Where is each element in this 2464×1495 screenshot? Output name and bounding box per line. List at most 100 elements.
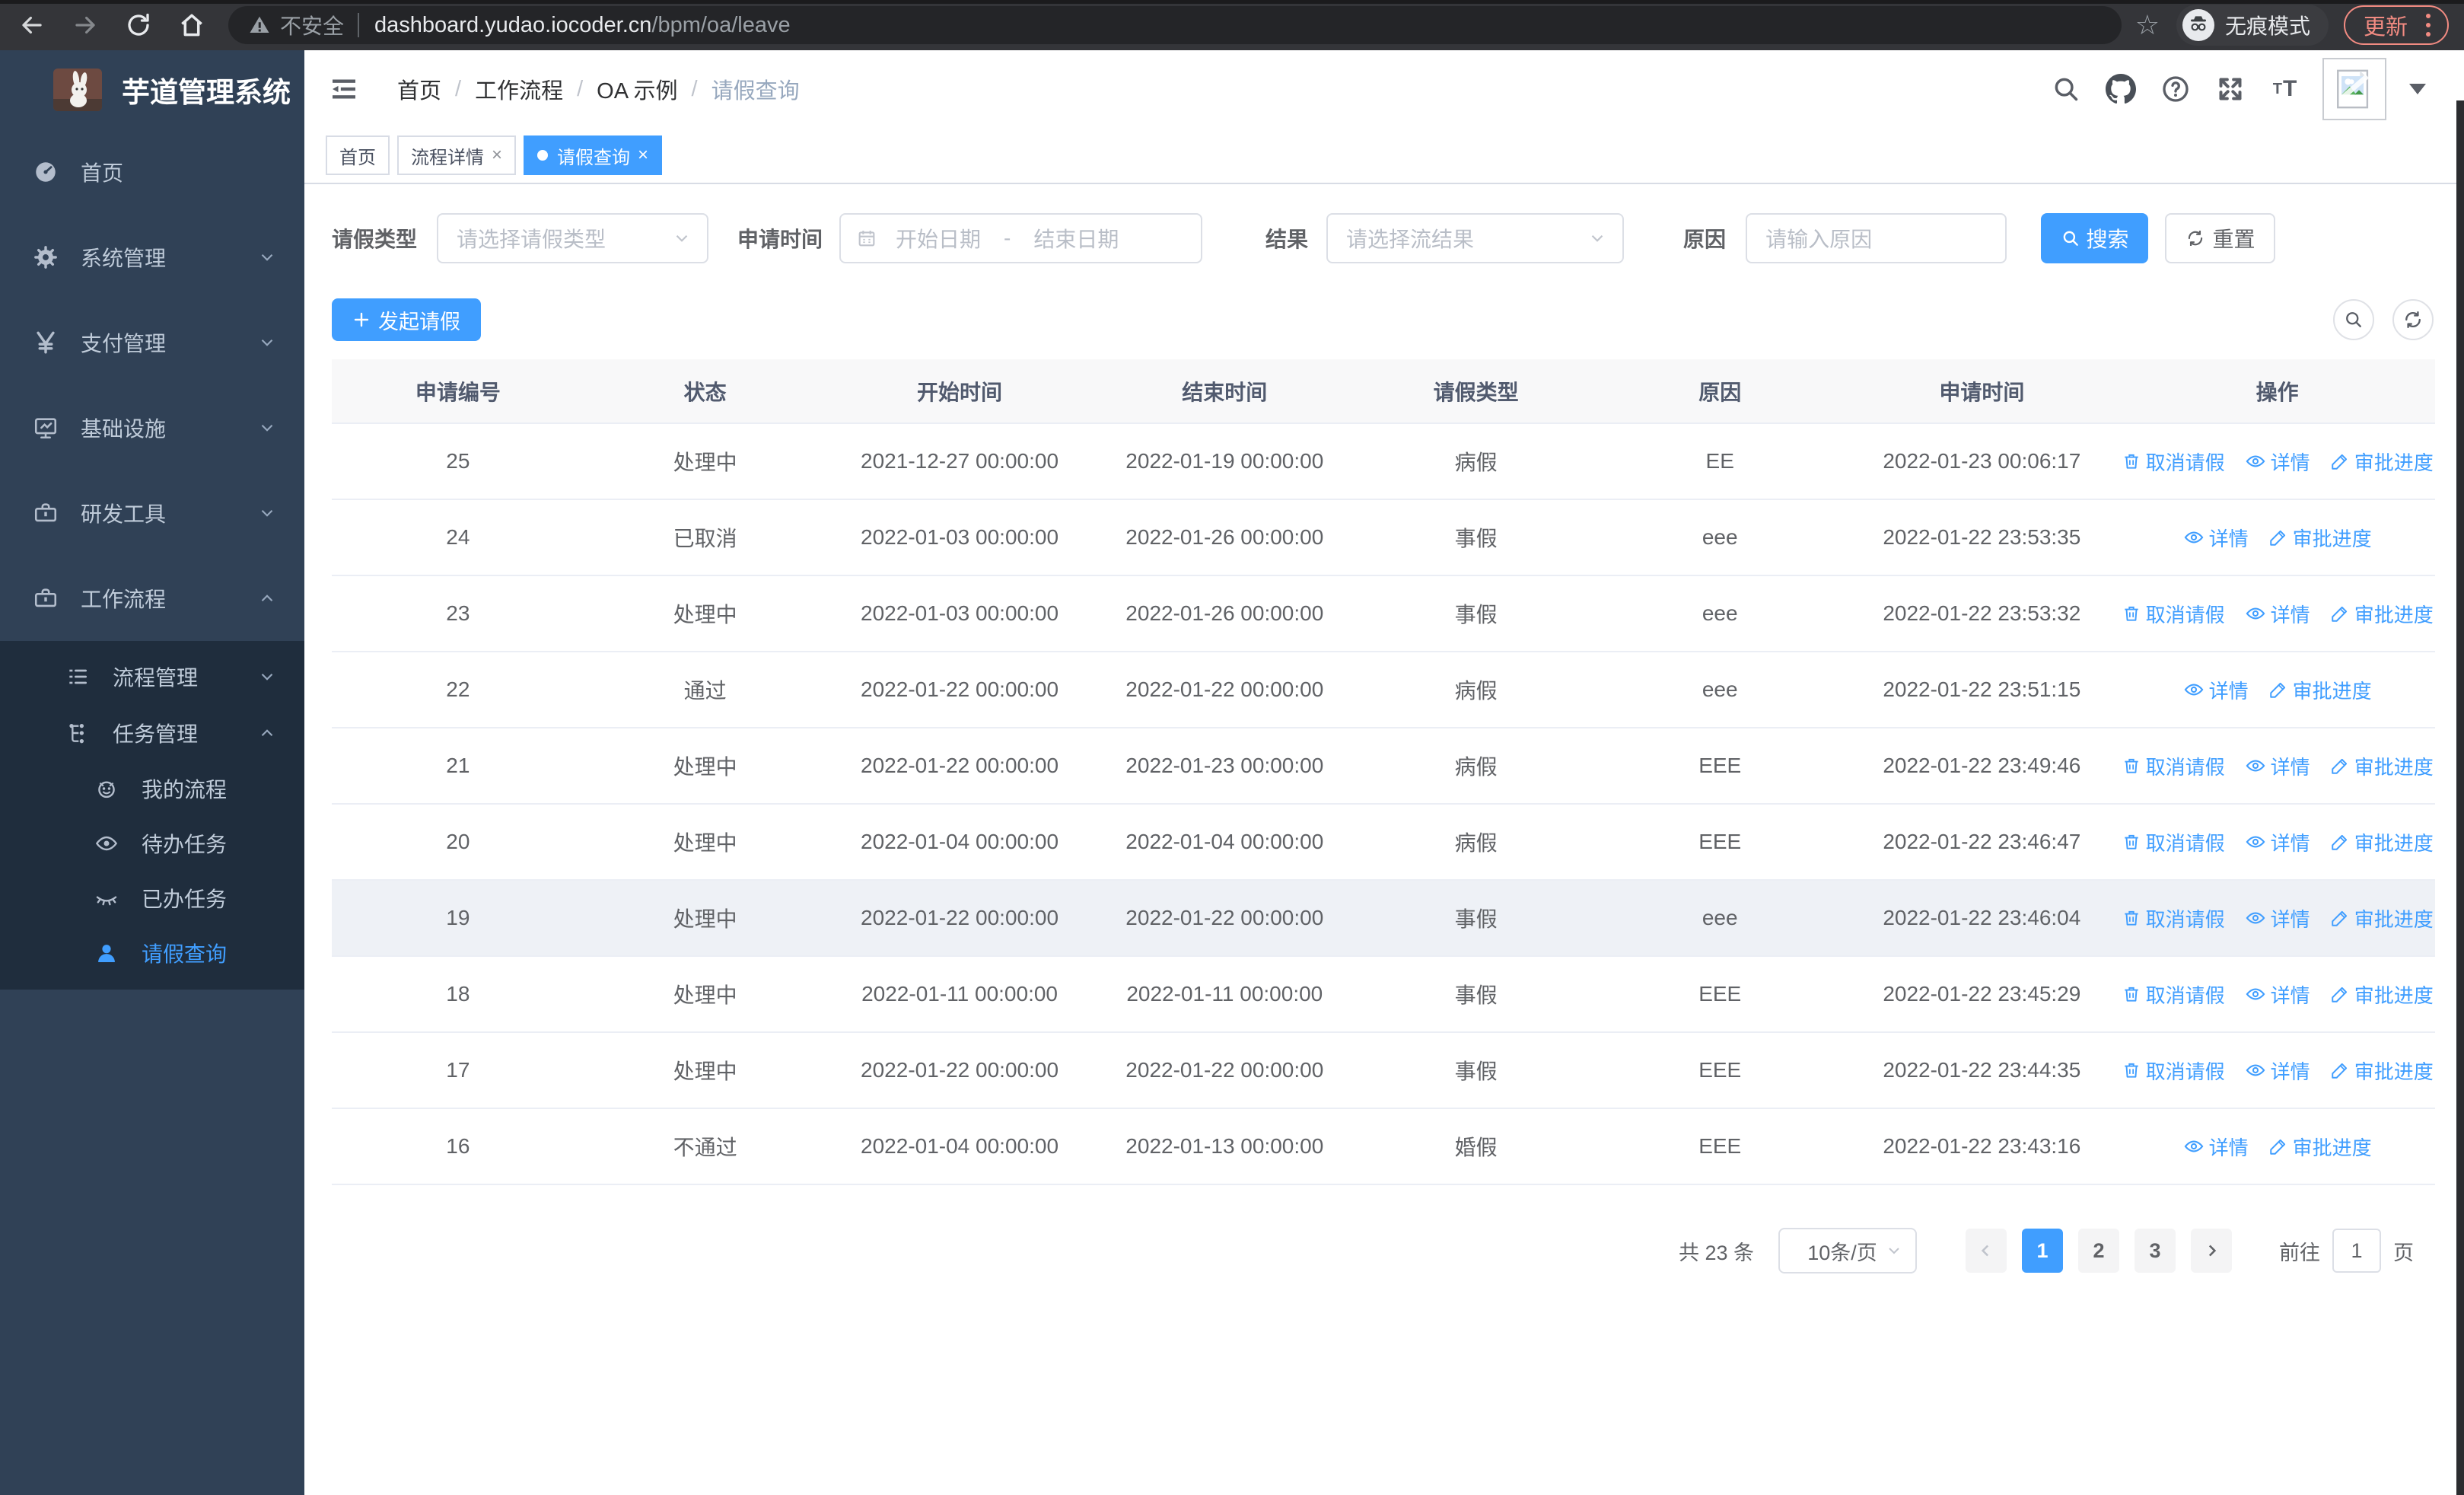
cancel-leave-link[interactable]: 取消请假 [2122,752,2225,780]
sidebar-logo[interactable]: 芋道管理系统 [0,50,304,129]
page-size-select[interactable]: 10条/页 [1778,1228,1917,1273]
table-row: 16 不通过 2022-01-04 00:00:00 2022-01-13 00:00… [332,1108,2435,1185]
sidebar-item-dev-tools[interactable]: 研发工具 [0,470,304,556]
sidebar-item-system[interactable]: 系统管理 [0,215,304,300]
detail-link[interactable]: 详情 [2245,828,2310,856]
col-header-actions: 操作 [2119,359,2435,424]
sidebar-item-done-tasks[interactable]: 已办任务 [0,871,304,926]
close-icon[interactable]: × [638,145,649,165]
list-icon [62,665,93,689]
cancel-leave-link[interactable]: 取消请假 [2122,828,2225,856]
leave-type-select[interactable]: 请选择请假类型 [437,213,709,263]
detail-link[interactable]: 详情 [2245,980,2310,1009]
approval-progress-link[interactable]: 审批进度 [2330,904,2434,932]
address-bar[interactable]: 不安全 dashboard.yudao.iocoder.cn/bpm/oa/le… [228,6,2122,44]
table-row: 17 处理中 2022-01-22 00:00:00 2022-01-22 00:00… [332,1032,2435,1109]
sidebar-collapse-icon[interactable] [327,72,361,106]
col-header-status: 状态 [584,359,826,424]
detail-link[interactable]: 详情 [2245,904,2310,932]
cancel-leave-link[interactable]: 取消请假 [2122,448,2225,476]
monitor-icon [30,415,61,441]
browser-forward-icon[interactable] [64,4,107,46]
fullscreen-icon[interactable] [2213,72,2248,107]
browser-update-button[interactable]: 更新 [2343,5,2449,45]
sidebar-item-infrastructure[interactable]: 基础设施 [0,385,304,470]
bookmark-star-icon[interactable]: ☆ [2135,9,2160,40]
page-button-2[interactable]: 2 [2078,1229,2119,1273]
sidebar-item-workflow[interactable]: 工作流程 [0,556,304,641]
update-label[interactable]: 更新 [2363,15,2408,40]
sidebar-item-process-management[interactable]: 流程管理 [0,649,304,705]
avatar[interactable] [2322,58,2386,120]
detail-link[interactable]: 详情 [2183,524,2249,552]
search-button[interactable]: 搜索 [2041,213,2149,263]
approval-progress-link[interactable]: 审批进度 [2330,828,2434,856]
cancel-leave-link[interactable]: 取消请假 [2122,1057,2225,1085]
detail-link[interactable]: 详情 [2245,448,2310,476]
approval-progress-link[interactable]: 审批进度 [2330,600,2434,628]
approval-progress-link[interactable]: 审批进度 [2330,448,2434,476]
sidebar-item-todo-tasks[interactable]: 待办任务 [0,816,304,871]
security-chip-label[interactable]: 不安全 [280,14,345,38]
browser-menu-icon[interactable] [2420,11,2437,40]
chevron-down-icon [1591,234,1603,242]
cancel-leave-link[interactable]: 取消请假 [2122,600,2225,628]
detail-link[interactable]: 详情 [2245,1057,2310,1085]
tab-leave-query[interactable]: 请假查询 × [524,135,663,175]
approval-progress-link[interactable]: 审批进度 [2268,676,2372,704]
page-button-3[interactable]: 3 [2135,1229,2176,1273]
help-icon[interactable] [2158,72,2193,107]
approval-progress-link[interactable]: 审批进度 [2330,752,2434,780]
cancel-leave-link[interactable]: 取消请假 [2122,904,2225,932]
edit-pen-icon [2331,454,2347,470]
github-icon[interactable] [2103,72,2138,107]
show-search-toggle-button[interactable] [2333,299,2374,340]
cancel-leave-link[interactable]: 取消请假 [2122,980,2225,1009]
browser-reload-icon[interactable] [117,4,160,46]
scrollbar-track[interactable] [2456,100,2464,1495]
table-row: 22 通过 2022-01-22 00:00:00 2022-01-22 00:00:… [332,652,2435,728]
approval-progress-link[interactable]: 审批进度 [2330,980,2434,1009]
eye-icon [2246,455,2265,467]
edit-pen-icon [2331,910,2347,926]
approval-progress-link[interactable]: 审批进度 [2330,1057,2434,1085]
reset-button[interactable]: 重置 [2165,213,2276,263]
browser-back-icon[interactable] [11,4,53,46]
sidebar-item-home[interactable]: 首页 [0,129,304,215]
page-button-1[interactable]: 1 [2022,1229,2063,1273]
close-icon[interactable]: × [492,145,503,165]
sidebar-item-task-management[interactable]: 任务管理 [0,705,304,761]
result-select[interactable]: 请选择流结果 [1326,213,1625,263]
breadcrumb-oa-example[interactable]: OA 示例 [597,79,678,104]
browser-home-icon[interactable] [170,4,213,46]
incognito-icon [2182,9,2214,41]
detail-link[interactable]: 详情 [2183,1133,2249,1161]
refresh-table-button[interactable] [2392,299,2434,340]
end-date-input[interactable]: 结束日期 [1033,228,1119,251]
create-leave-button[interactable]: 发起请假 [332,298,481,341]
tab-process-detail[interactable]: 流程详情 × [397,135,517,175]
approval-progress-link[interactable]: 审批进度 [2268,524,2372,552]
apply-time-range-picker[interactable]: 开始日期 - 结束日期 [839,213,1203,263]
tab-home[interactable]: 首页 [326,135,390,175]
detail-link[interactable]: 详情 [2245,752,2310,780]
goto-page-input[interactable]: 1 [2332,1229,2381,1273]
sidebar-item-leave-query[interactable]: 请假查询 [0,926,304,980]
breadcrumb-home[interactable]: 首页 [397,79,442,104]
start-date-input[interactable]: 开始日期 [896,228,982,251]
avatar-caret-icon[interactable] [2409,84,2426,94]
detail-link[interactable]: 详情 [2183,676,2249,704]
sidebar-item-payment[interactable]: 支付管理 [0,300,304,385]
prev-page-button[interactable] [1966,1229,2007,1273]
reason-input[interactable]: 请输入原因 [1746,213,2007,263]
col-header-apply-time: 申请时间 [1844,359,2120,424]
table-row: 20 处理中 2022-01-04 00:00:00 2022-01-04 00:00… [332,804,2435,881]
header-search-icon[interactable] [2049,72,2084,107]
approval-progress-link[interactable]: 审批进度 [2268,1133,2372,1161]
breadcrumb-workflow[interactable]: 工作流程 [475,79,564,104]
sidebar-item-my-process[interactable]: 我的流程 [0,761,304,816]
next-page-button[interactable] [2191,1229,2232,1273]
trash-icon [2124,987,2138,1002]
detail-link[interactable]: 详情 [2245,600,2310,628]
